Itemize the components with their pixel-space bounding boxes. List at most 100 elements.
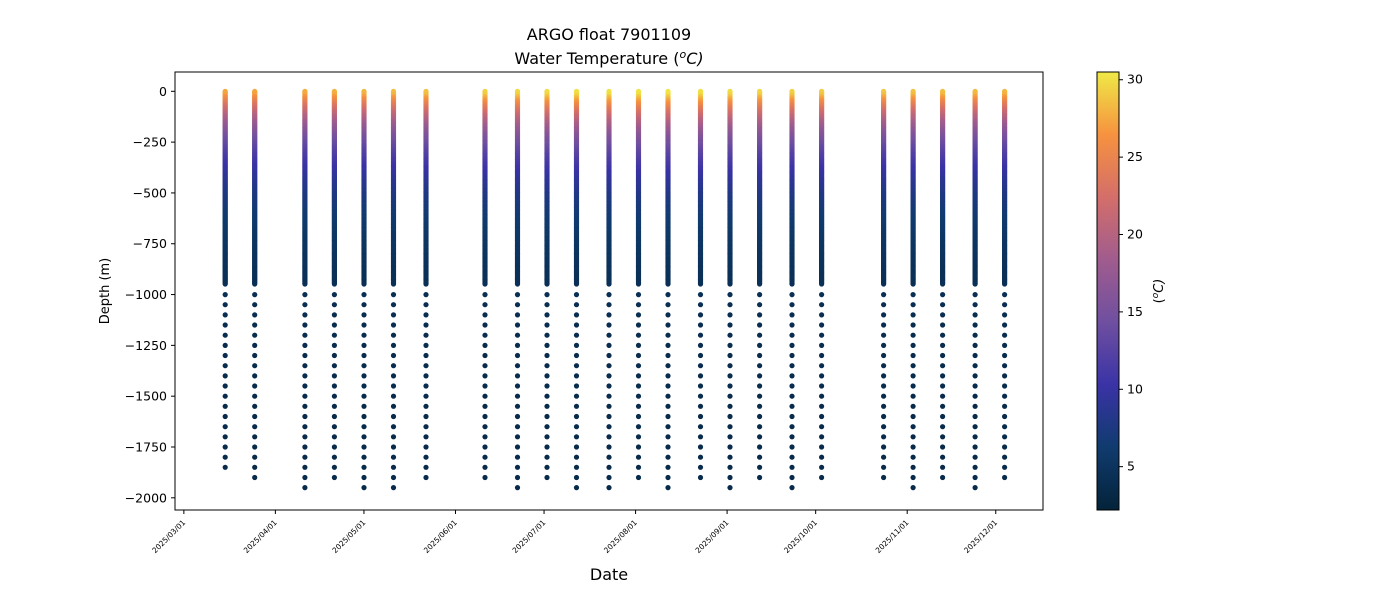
profile-2025-09-02 [727,88,733,491]
profile-point [573,302,580,308]
profile-point [635,474,642,481]
profile-point [222,342,228,348]
profile-point [482,363,488,369]
profile-point [331,312,337,318]
profile-point [573,444,580,450]
profile-point [789,403,795,409]
profile-point [222,363,228,369]
profile-point [727,302,733,308]
profile-point [302,424,308,430]
profile-point [423,444,429,450]
profile-point [222,302,228,308]
profile-point [757,413,763,420]
profile-point [482,312,488,318]
profile-point [789,342,795,348]
profile-point [423,454,429,460]
profile-point [482,444,488,450]
profile-point [697,413,704,420]
profile-point [727,383,733,389]
profile-point [514,322,521,328]
profile-point [573,383,580,389]
profile-point [665,485,671,491]
profile-point [302,363,308,369]
profile-point [252,292,258,298]
profile-point [573,373,580,379]
profile-point [819,292,825,298]
profile-point [757,474,763,481]
profile-point [252,322,258,328]
profile-point [665,403,671,409]
profile-point [514,413,521,420]
profile-point [819,464,825,470]
profile-point [252,434,258,440]
profile-point [544,322,550,328]
profile-point [514,444,521,450]
profile-point [665,413,671,420]
profile-point [665,332,671,338]
profile-point [423,403,429,409]
profile-point [665,281,671,287]
profile-point [819,383,825,389]
profile-point [331,322,337,328]
profile-point [573,393,580,399]
profile-point [302,302,308,308]
profile-point [606,424,612,430]
profile-point [544,434,550,440]
profile-point [789,281,795,287]
profile-point [757,444,763,450]
profile-point [573,434,580,440]
profile-point [635,302,642,308]
profile-point [390,292,397,298]
profile-point [544,342,550,348]
profile-point [606,444,612,450]
profile-point [302,383,308,389]
profile-point [819,474,825,481]
profile-point [789,312,795,318]
profile-point [697,363,704,369]
profile-point [514,302,521,308]
profile-point [819,302,825,308]
profile-point [789,464,795,470]
profile-point [514,454,521,460]
profile-point [482,413,488,420]
profile-point [757,383,763,389]
profile-point [606,393,612,399]
profile-point [757,302,763,308]
profile-point [302,292,308,298]
profile-point [302,312,308,318]
profile-point [819,393,825,399]
profile-point [390,434,397,440]
profile-point [331,454,337,460]
profile-point [222,434,228,440]
profile-point [331,464,337,470]
profile-point [390,393,397,399]
profile-point [697,281,704,287]
profile-2025-06-11 [482,88,488,481]
profile-point [573,352,580,359]
profile-point [361,312,367,318]
profile-point [482,424,488,430]
profile-point [514,342,521,348]
profile-point [302,332,308,338]
profile-point [727,485,733,491]
profile-point [423,342,429,348]
profile-point [514,352,521,359]
profile-point [514,393,521,399]
profile-point [727,363,733,369]
profile-point [606,434,612,440]
profile-point [514,474,521,481]
profile-point [482,322,488,328]
profile-point [390,464,397,470]
profile-point [423,332,429,338]
profile-point [544,424,550,430]
profile-point [665,454,671,460]
profile-point [573,292,580,298]
profile-point [635,292,642,298]
profile-point [514,424,521,430]
profile-point [482,454,488,460]
profile-point [665,464,671,470]
profile-point [606,302,612,308]
profile-2025-09-23 [789,88,795,491]
profile-point [757,332,763,338]
profile-point [757,292,763,298]
